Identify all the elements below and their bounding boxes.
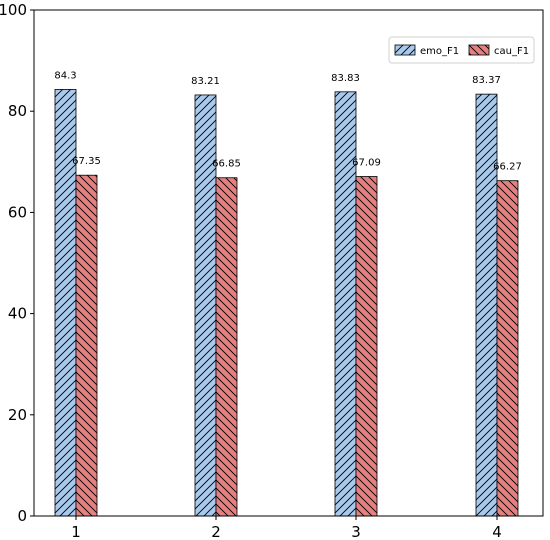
data-label-cau_F1-2: 66.85	[212, 159, 241, 170]
legend-swatch-hatch-cau_F1	[468, 44, 490, 56]
x-tick-label-1: 1	[71, 523, 81, 540]
data-label-emo_F1-3: 83.83	[331, 73, 360, 84]
axes-frame	[33, 9, 544, 517]
y-tick-label-0: 0	[17, 507, 27, 525]
x-tick-label-4: 4	[492, 523, 502, 540]
legend-box	[388, 36, 535, 64]
bar-hatch-cau_F1-4	[496, 180, 519, 517]
data-label-emo_F1-4: 83.37	[472, 75, 501, 86]
data-label-emo_F1-1: 84.3	[54, 70, 76, 81]
bar-hatch-cau_F1-1	[75, 174, 98, 517]
bar-hatch-emo_F1-3	[334, 91, 357, 517]
data-label-emo_F1-2: 83.21	[191, 76, 220, 87]
legend-label-cau_F1: cau_F1	[494, 46, 529, 57]
legend-swatch-hatch-emo_F1	[394, 44, 416, 56]
y-tick-label-60: 60	[8, 203, 27, 221]
y-tick-label-20: 20	[8, 406, 27, 424]
x-tick-label-3: 3	[351, 523, 361, 540]
y-tick-label-100: 100	[0, 1, 27, 19]
bar-hatch-emo_F1-1	[54, 89, 77, 517]
bar-hatch-emo_F1-4	[475, 93, 498, 517]
data-label-cau_F1-4: 66.27	[493, 162, 522, 173]
y-tick-label-80: 80	[8, 102, 27, 120]
data-label-cau_F1-1: 67.35	[72, 156, 101, 167]
bar-hatch-cau_F1-2	[215, 177, 238, 517]
legend-label-emo_F1: emo_F1	[420, 46, 459, 57]
y-tick-label-40: 40	[8, 305, 27, 323]
x-tick-label-2: 2	[211, 523, 221, 540]
data-label-cau_F1-3: 67.09	[352, 158, 381, 169]
bar-hatch-cau_F1-3	[355, 176, 378, 517]
